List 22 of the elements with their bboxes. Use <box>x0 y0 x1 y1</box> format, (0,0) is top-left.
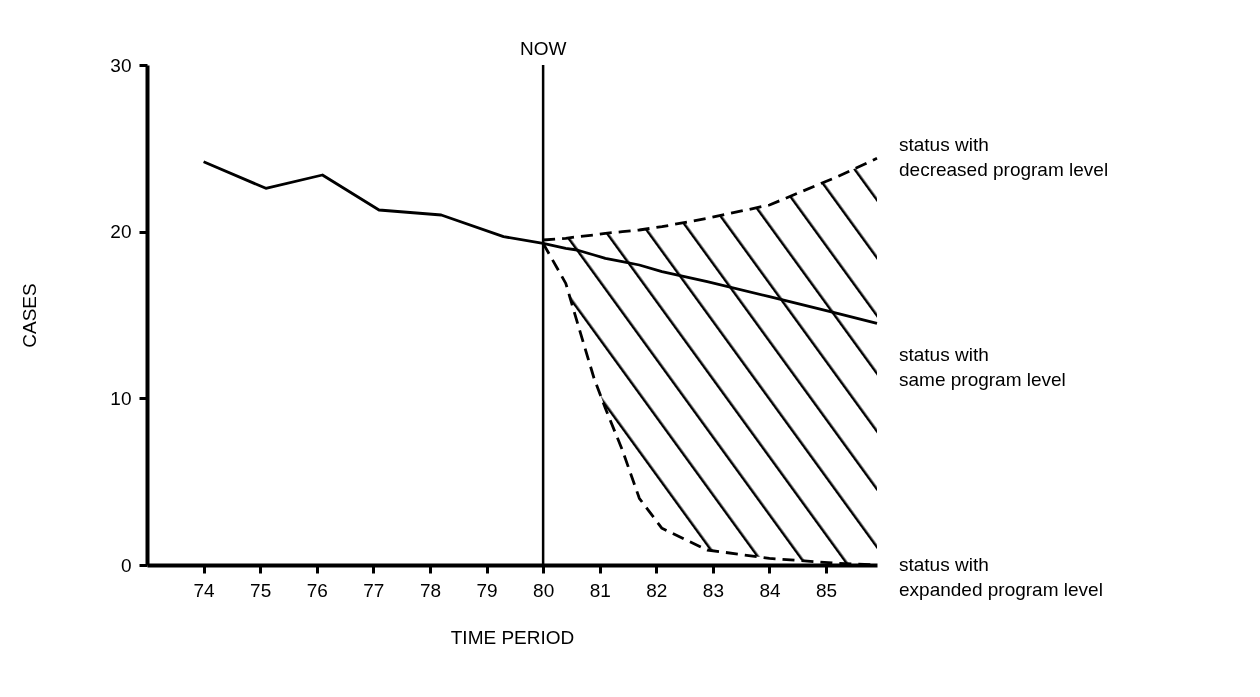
y-axis-title: CASES <box>19 283 41 348</box>
x-tick-label: 79 <box>476 579 498 601</box>
text: status with expanded program level <box>899 554 1103 600</box>
x-tick-label: 75 <box>250 579 272 601</box>
ref-line-label: NOW <box>519 38 567 59</box>
x-tick-label: 81 <box>589 579 611 601</box>
x-tick-label: 82 <box>646 579 668 601</box>
x-tick-label: 85 <box>816 579 838 601</box>
x-axis-title: TIME PERIOD <box>450 626 575 648</box>
x-tick-label: 84 <box>759 579 781 601</box>
x-tick-label: 80 <box>533 579 555 601</box>
y-tick-label: 10 <box>110 387 132 409</box>
y-tick-label: 0 <box>120 554 132 576</box>
text: status with decreased program level <box>899 134 1109 180</box>
x-tick-label: 78 <box>419 579 442 601</box>
y-tick-label: 30 <box>110 54 132 76</box>
x-tick-label: 76 <box>306 579 328 601</box>
x-tick-label: 74 <box>193 579 216 601</box>
x-tick-label: 83 <box>702 579 724 601</box>
text: status with same program level <box>899 344 1066 390</box>
y-tick-label: 20 <box>110 221 132 243</box>
x-tick-label: 77 <box>363 579 385 601</box>
